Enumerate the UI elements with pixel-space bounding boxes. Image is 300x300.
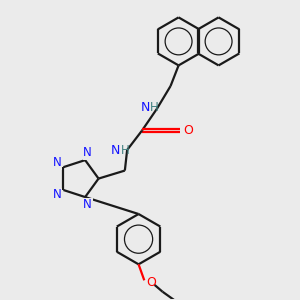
Text: N: N xyxy=(52,156,61,169)
Text: N: N xyxy=(52,188,61,201)
Text: H: H xyxy=(150,101,159,114)
Text: O: O xyxy=(183,124,193,137)
Text: O: O xyxy=(146,276,156,289)
Text: H: H xyxy=(121,143,129,157)
Text: N: N xyxy=(111,143,120,157)
Text: N: N xyxy=(141,101,150,114)
Text: N: N xyxy=(83,198,92,211)
Text: N: N xyxy=(83,146,92,159)
